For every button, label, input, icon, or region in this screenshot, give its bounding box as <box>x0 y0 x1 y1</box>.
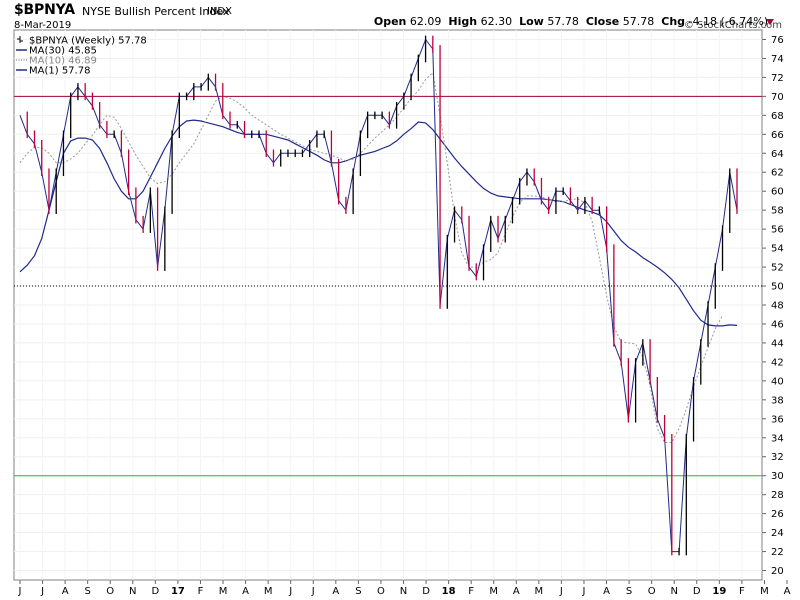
copyright-notice: © StockCharts.com <box>683 20 782 31</box>
legend-label: MA(30) 45.85 <box>29 46 97 57</box>
y-tick-label: 68 <box>771 111 784 122</box>
y-axis: 20 22 24 26 28 30 32 34 36 38 40 42 44 46 48 50 52 54 56 58… <box>762 35 784 577</box>
ma30-series <box>19 119 738 327</box>
x-tick-label: N <box>670 586 677 597</box>
price-series <box>19 35 738 556</box>
x-tick-label: N <box>129 586 136 597</box>
y-tick-label: 42 <box>771 357 784 368</box>
y-tick-label: 34 <box>771 433 784 444</box>
low-label: Low <box>519 15 544 28</box>
ma10-line <box>19 71 723 443</box>
x-tick-label: F <box>198 586 204 597</box>
x-tick-label: 18 <box>442 586 456 597</box>
x-tick-label: S <box>84 586 90 597</box>
x-tick-label: A <box>332 586 339 597</box>
x-tick-label: F <box>468 586 474 597</box>
x-axis: J J A S O N D 17 F M A M J J A S O N D 18 F M A M J J A S O N D 19 F M A <box>18 580 791 597</box>
low-value: 57.78 <box>547 15 579 28</box>
x-tick-label: J <box>18 586 22 597</box>
x-tick-label: M <box>264 586 273 597</box>
y-tick-label: 20 <box>771 566 784 577</box>
chart-instrument-name: NYSE Bullish Percent Index <box>82 5 230 18</box>
y-tick-label: 62 <box>771 168 784 179</box>
ma1-line <box>19 38 738 553</box>
legend-label: $BPNYA (Weekly) 57.78 <box>29 36 147 47</box>
x-tick-label: D <box>152 586 160 597</box>
x-tick-label: N <box>400 586 407 597</box>
legend-label: MA(10) 46.89 <box>29 56 97 67</box>
x-tick-label: A <box>513 586 520 597</box>
y-tick-label: 40 <box>771 376 784 387</box>
x-tick-label: M <box>535 586 544 597</box>
x-tick-label: D <box>693 586 701 597</box>
quote-summary: Open 62.09 High 62.30 Low 57.78 Close 57… <box>374 15 768 28</box>
x-tick-label: J <box>311 586 315 597</box>
x-tick-label: S <box>355 586 361 597</box>
y-tick-label: 56 <box>771 225 784 236</box>
reference-lines <box>14 95 762 477</box>
change-label: Chg <box>661 15 686 28</box>
y-tick-label: 36 <box>771 414 784 425</box>
y-tick-label: 54 <box>771 244 784 255</box>
chart-symbol: $BPNYA <box>14 2 75 18</box>
x-tick-label: S <box>626 586 632 597</box>
y-tick-label: 30 <box>771 471 784 482</box>
y-tick-label: 32 <box>771 452 784 463</box>
x-tick-label: J <box>288 586 292 597</box>
x-tick-label: A <box>62 586 69 597</box>
x-tick-label: J <box>559 586 563 597</box>
y-tick-label: 44 <box>771 338 784 349</box>
x-tick-label: A <box>784 586 791 597</box>
y-tick-label: 22 <box>771 547 784 558</box>
legend-label: MA(1) 57.78 <box>29 66 90 77</box>
x-tick-label: M <box>760 586 769 597</box>
x-tick-label: M <box>489 586 498 597</box>
chart-date: 8-Mar-2019 <box>14 20 72 31</box>
x-tick-label: J <box>581 586 585 597</box>
x-tick-label: O <box>377 586 385 597</box>
y-tick-label: 28 <box>771 490 784 501</box>
y-tick-label: 26 <box>771 509 784 520</box>
x-tick-label: 17 <box>171 586 185 597</box>
ma10-series <box>19 71 723 443</box>
x-tick-label: F <box>739 586 745 597</box>
y-tick-label: 66 <box>771 130 784 141</box>
y-tick-label: 64 <box>771 149 784 160</box>
y-tick-label: 72 <box>771 73 784 84</box>
close-value: 57.78 <box>622 15 655 28</box>
y-tick-label: 46 <box>771 319 784 330</box>
y-tick-label: 76 <box>771 35 784 46</box>
y-tick-label: 74 <box>771 54 784 65</box>
high-value: 62.30 <box>480 15 513 28</box>
y-tick-label: 58 <box>771 206 784 217</box>
x-tick-label: O <box>106 586 114 597</box>
change-value: -4.18 (-6.74%) <box>688 15 768 28</box>
grid-lines <box>14 30 762 580</box>
x-tick-label: 19 <box>712 586 726 597</box>
y-tick-label: 52 <box>771 263 784 274</box>
y-tick-label: 24 <box>771 528 784 539</box>
high-label: High <box>448 15 478 28</box>
y-tick-label: 38 <box>771 395 784 406</box>
y-tick-label: 60 <box>771 187 784 198</box>
x-tick-label: M <box>219 586 228 597</box>
y-tick-label: 70 <box>771 92 784 103</box>
open-label: Open <box>373 15 407 28</box>
down-arrow-icon <box>766 19 774 25</box>
chart-exchange: INDX <box>207 6 232 17</box>
x-tick-label: A <box>242 586 249 597</box>
ma30-line <box>19 119 738 327</box>
x-tick-label: J <box>40 586 44 597</box>
x-tick-label: D <box>422 586 430 597</box>
x-tick-label: O <box>648 586 656 597</box>
y-tick-label: 50 <box>771 282 784 293</box>
close-label: Close <box>585 15 620 28</box>
y-tick-label: 48 <box>771 301 784 312</box>
open-value: 62.09 <box>409 15 442 28</box>
x-tick-label: A <box>603 586 610 597</box>
